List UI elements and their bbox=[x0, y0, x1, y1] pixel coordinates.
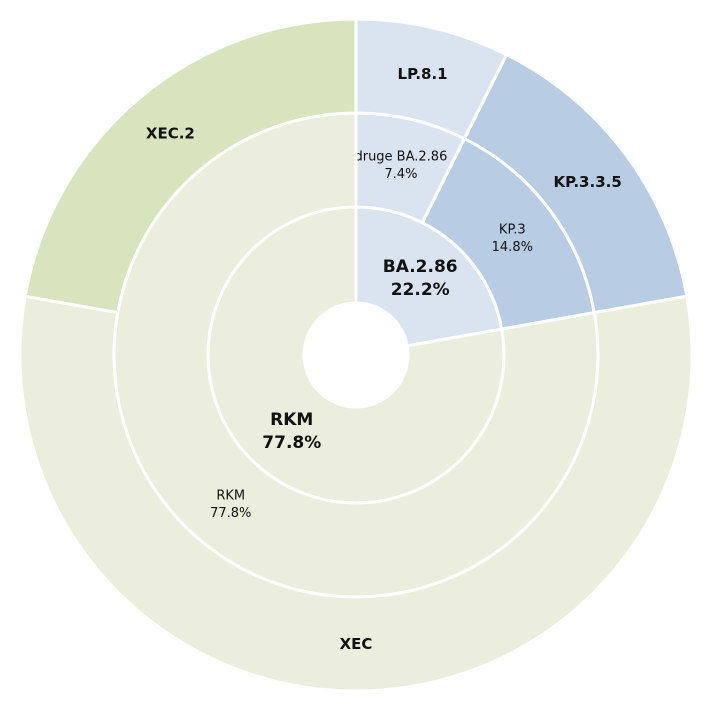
segment-name: BA.2.86 bbox=[383, 257, 458, 277]
segment-label: XEC bbox=[340, 635, 373, 653]
segment-name: druge BA.2.86 bbox=[354, 149, 447, 164]
segment-label: RKM 77.8% bbox=[210, 488, 251, 521]
segment-name: XEC.2 bbox=[146, 124, 195, 142]
segment-label: KP.3 14.8% bbox=[492, 222, 533, 255]
segment-label: druge BA.2.86 7.4% bbox=[354, 149, 447, 182]
segment-value: 22.2% bbox=[391, 280, 450, 300]
segment-name: KP.3 bbox=[499, 222, 526, 237]
segment-value: 7.4% bbox=[384, 167, 417, 182]
segment bbox=[18, 294, 694, 693]
segment-name: LP.8.1 bbox=[398, 64, 448, 82]
segment-value: 77.8% bbox=[262, 433, 321, 453]
segment-value: 77.8% bbox=[210, 506, 251, 521]
segment-label: LP.8.1 bbox=[398, 64, 448, 82]
segment-value: 14.8% bbox=[492, 240, 533, 255]
segment bbox=[23, 17, 358, 315]
segment-name: RKM bbox=[216, 488, 245, 503]
segment-label: XEC.2 bbox=[146, 124, 195, 142]
segment-name: KP.3.3.5 bbox=[554, 173, 622, 191]
segment-label: RKM 77.8% bbox=[262, 410, 321, 453]
segment-name: RKM bbox=[270, 410, 313, 430]
segment-label: KP.3.3.5 bbox=[554, 173, 622, 191]
segment-label: BA.2.86 22.2% bbox=[383, 257, 458, 300]
segment-name: XEC bbox=[340, 635, 373, 653]
